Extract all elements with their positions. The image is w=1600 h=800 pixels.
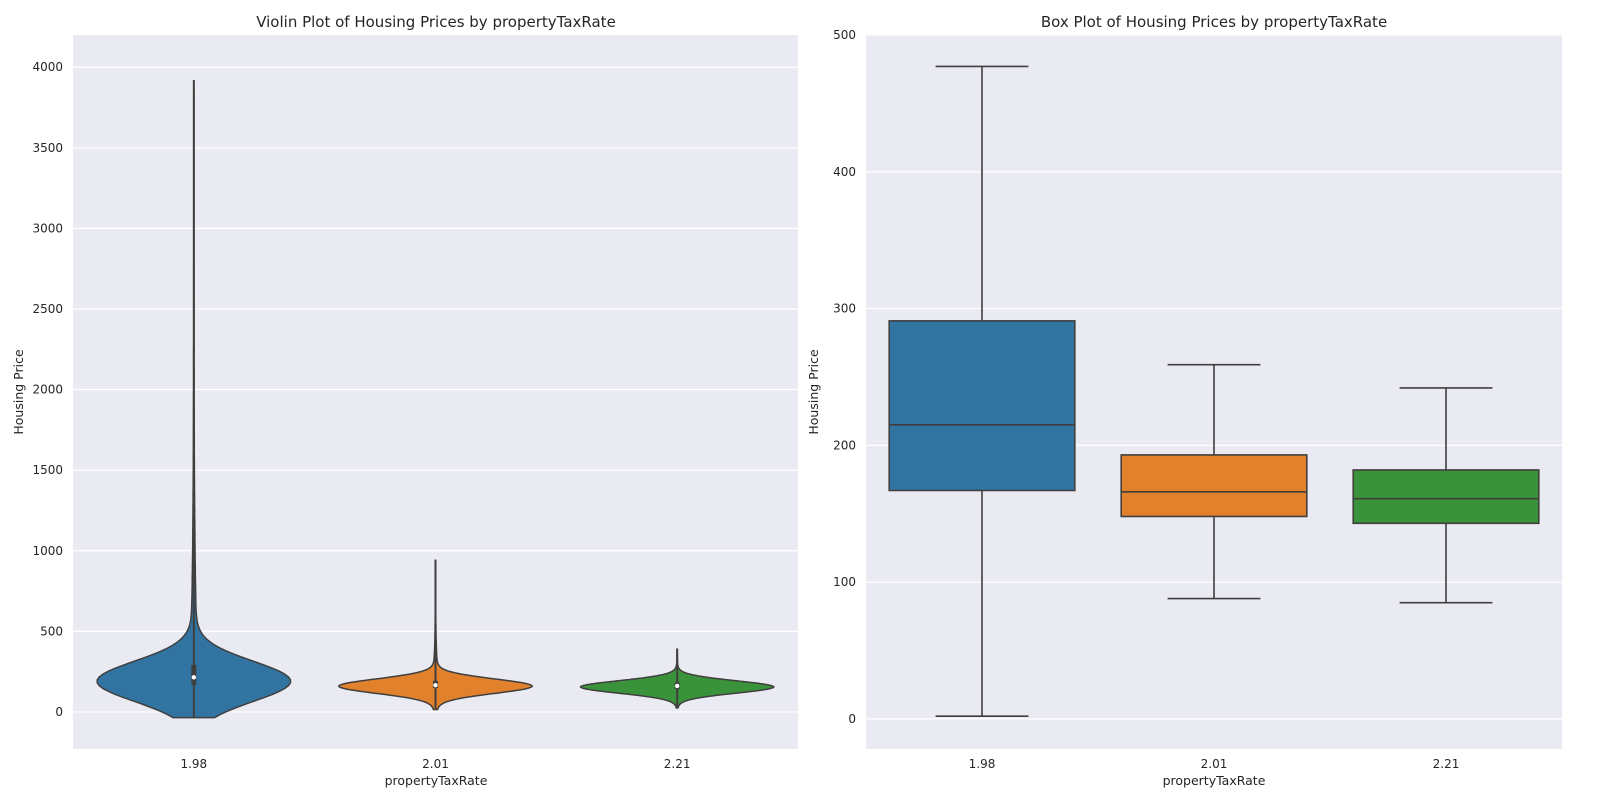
- y-tick-label: 3000: [32, 221, 63, 235]
- box-iqr-2.01: [1120, 454, 1308, 518]
- y-tick-label: 500: [40, 624, 63, 638]
- y-tick-label: 2000: [32, 383, 63, 397]
- box-x-axis-label: propertyTaxRate: [1163, 773, 1266, 788]
- box-marks: [888, 65, 1540, 717]
- y-tick-label: 100: [833, 575, 856, 589]
- y-tick-label: 200: [833, 438, 856, 452]
- violin-title: Violin Plot of Housing Prices by propert…: [256, 13, 616, 31]
- violin-marks: [96, 80, 775, 719]
- violin-y-axis-label: Housing Price: [11, 349, 26, 435]
- y-tick-label: 400: [833, 165, 856, 179]
- x-tick-label: 2.01: [1201, 757, 1228, 771]
- violin-x-axis-label: propertyTaxRate: [385, 773, 488, 788]
- y-tick-label: 300: [833, 302, 856, 316]
- y-tick-label: 1500: [32, 463, 63, 477]
- violin-plot-panel: 0 500 1000 1500 2000 2500 3000 3500 4000 1.98 2.0…: [11, 13, 798, 788]
- x-tick-label: 2.21: [1433, 757, 1460, 771]
- x-tick-label: 1.98: [969, 757, 996, 771]
- y-tick-label: 2500: [32, 302, 63, 316]
- box-iqr-2.21: [1352, 469, 1540, 525]
- x-tick-label: 2.21: [664, 757, 691, 771]
- box-y-axis-label: Housing Price: [806, 349, 821, 435]
- violin-y-tick-labels: 0 500 1000 1500 2000 2500 3000 3500 4000: [32, 60, 63, 719]
- box-x-tick-labels: 1.98 2.01 2.21: [969, 757, 1460, 771]
- box-plot-panel: 0 100 200 300 400 500 1.98 2.01 2.21 Box Plot o…: [806, 13, 1562, 788]
- y-tick-label: 0: [848, 712, 856, 726]
- x-tick-label: 2.01: [422, 757, 449, 771]
- violin-median-2.21: [674, 683, 680, 689]
- violin-median-1.98: [191, 675, 197, 680]
- violin-median-2.01: [433, 682, 438, 688]
- violin-x-tick-labels: 1.98 2.01 2.21: [180, 757, 690, 771]
- y-tick-label: 3500: [32, 141, 63, 155]
- x-tick-label: 1.98: [180, 757, 207, 771]
- box-title: Box Plot of Housing Prices by propertyTa…: [1041, 13, 1387, 31]
- y-tick-label: 4000: [32, 60, 63, 74]
- box-iqr-1.98: [888, 320, 1076, 492]
- box-y-tick-labels: 0 100 200 300 400 500: [833, 28, 856, 726]
- y-tick-label: 500: [833, 28, 856, 42]
- y-tick-label: 1000: [32, 544, 63, 558]
- y-tick-label: 0: [55, 705, 63, 719]
